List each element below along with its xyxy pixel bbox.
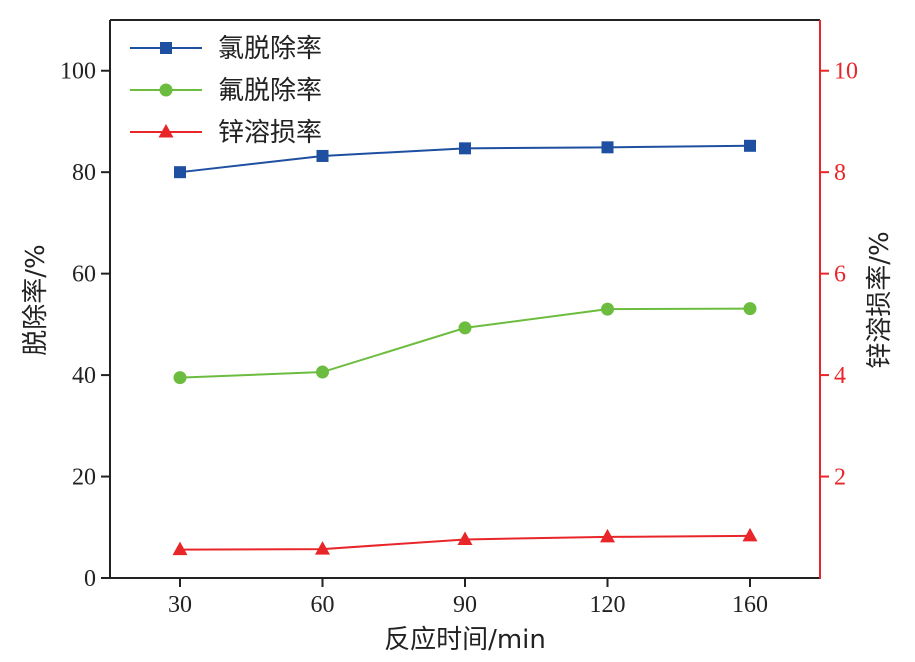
data-point-circle [173,371,187,385]
x-axis-title: 反应时间/min [384,625,546,655]
data-point-circle [316,365,329,379]
y-right-tick-label: 2 [834,465,846,491]
data-point-square [459,142,471,155]
y-left-tick-label: 80 [72,160,96,186]
x-tick-label: 90 [453,592,477,618]
data-point-square [601,141,614,154]
legend-label: 氟脱除率 [218,76,322,106]
y-left-tick-label: 60 [72,262,96,288]
x-tick-label: 60 [311,592,335,618]
y-left-tick-label: 0 [84,566,96,592]
data-point-circle [743,302,757,316]
legend-marker-square [160,42,172,54]
y-axis-right-title: 锌溶损率/% [865,231,895,368]
x-tick-label: 30 [168,592,192,618]
y-right-tick-label: 8 [834,160,846,186]
y-axis-left-title: 脱除率/% [21,244,51,355]
data-point-triangle [315,541,330,555]
y-right-tick-label: 4 [834,363,846,389]
y-right-tick-label: 6 [834,262,846,288]
data-point-triangle [742,527,758,542]
legend-label: 锌溶损率 [218,118,322,148]
data-point-square [744,139,756,152]
data-point-square [174,166,186,179]
legend-marker-triangle [158,124,174,138]
data-point-triangle [600,528,615,543]
legend-marker-circle [159,83,173,97]
legend-label: 氯脱除率 [218,34,322,64]
y-left-tick-label: 40 [72,363,96,389]
x-tick-label: 120 [590,592,626,618]
data-point-triangle [457,531,473,545]
y-left-tick-label: 20 [72,465,96,491]
data-point-circle [458,321,472,335]
ticks-layer: 30 60 90 120 160 0 20 40 60 80 100 2 4 6 8 10 [60,59,858,618]
data-point-square [316,149,329,162]
plot-frame [109,19,821,579]
series-line-1 [179,307,751,379]
data-point-triangle [172,541,188,556]
data-point-circle [601,302,614,316]
series-layer [172,139,758,556]
y-right-tick-label: 10 [834,59,858,85]
y-left-tick-label: 100 [60,59,96,85]
x-tick-label: 160 [732,592,768,618]
